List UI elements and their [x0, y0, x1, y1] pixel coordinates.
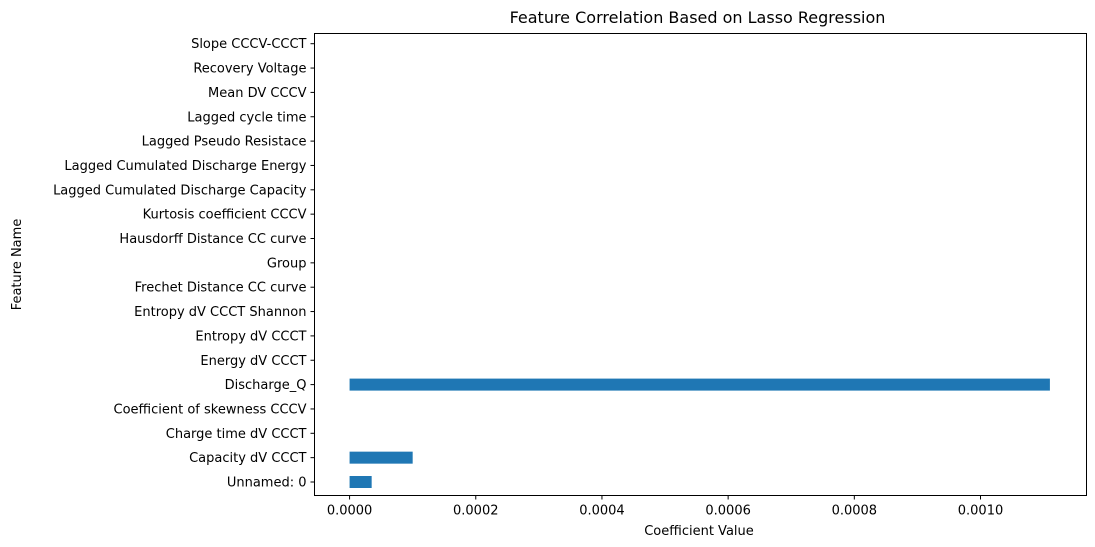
y-tick-label: Kurtosis coefficient CCCV	[143, 208, 307, 223]
x-axis-title: Coefficient Value	[644, 524, 754, 539]
x-tick-label: 0.0002	[453, 504, 499, 519]
y-tick-label: Lagged Pseudo Resistace	[142, 135, 307, 150]
y-tick-label: Entropy dV CCCT	[195, 329, 306, 344]
y-tick-label: Lagged cycle time	[187, 110, 306, 125]
y-tick-label: Hausdorff Distance CC curve	[119, 232, 306, 247]
y-tick-label: Frechet Distance CC curve	[135, 281, 307, 296]
y-tick-label: Discharge_Q	[225, 378, 307, 393]
y-tick-label: Energy dV CCCT	[200, 354, 306, 369]
y-tick-label: Capacity dV CCCT	[189, 451, 306, 466]
chart-title: Feature Correlation Based on Lasso Regre…	[510, 8, 886, 27]
y-tick-label: Mean DV CCCV	[208, 86, 307, 101]
y-tick-label: Charge time dV CCCT	[166, 427, 307, 442]
y-tick-label: Group	[267, 256, 307, 271]
y-tick-label: Coefficient of skewness CCCV	[114, 402, 307, 417]
y-tick-label: Slope CCCV-CCCT	[191, 37, 306, 52]
plot-area-frame	[314, 33, 1087, 496]
y-axis-title: Feature Name	[10, 219, 25, 311]
y-tick-label: Lagged Cumulated Discharge Energy	[64, 159, 306, 174]
x-tick-label: 0.0010	[958, 504, 1004, 519]
bar	[349, 378, 1050, 391]
x-tick-label: 0.0006	[705, 504, 751, 519]
x-tick-label: 0.0004	[579, 504, 625, 519]
y-tick-label: Recovery Voltage	[193, 62, 306, 77]
bar	[349, 451, 413, 464]
x-axis-ticks: 0.0000 0.0002 0.0004 0.0006 0.0008 0.0010	[327, 495, 1004, 519]
y-axis-ticks: Unnamed: 0 Capacity dV CCCT Charge time dV…	[53, 37, 315, 491]
bar	[349, 476, 372, 488]
bars-group	[349, 378, 1050, 488]
y-tick-label: Lagged Cumulated Discharge Capacity	[53, 183, 307, 198]
y-tick-label: Unnamed: 0	[227, 476, 307, 491]
x-tick-label: 0.0008	[832, 504, 878, 519]
y-tick-label: Entropy dV CCCT Shannon	[134, 305, 306, 320]
x-tick-label: 0.0000	[327, 504, 373, 519]
